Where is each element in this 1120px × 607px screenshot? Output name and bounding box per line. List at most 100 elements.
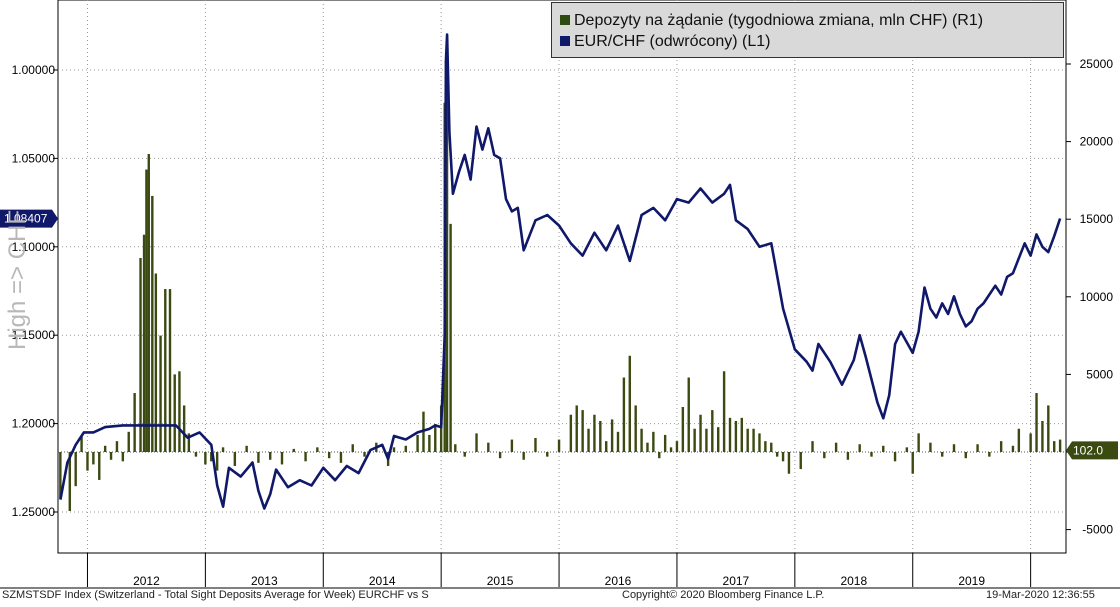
watermark-text: High => CHF xyxy=(4,209,31,350)
deposit-bar xyxy=(787,452,791,474)
right-value-badge xyxy=(1066,441,1118,460)
x-axis-label: 2013 xyxy=(251,574,278,588)
deposit-bar xyxy=(80,436,83,452)
deposit-bar xyxy=(952,444,956,452)
deposit-bar xyxy=(705,428,708,452)
legend-item-eurchf: EUR/CHF (odwrócony) (L1) xyxy=(560,32,770,52)
deposit-bar xyxy=(280,452,284,465)
right-axis-tick-label: 10000 xyxy=(1080,290,1114,304)
deposit-bar xyxy=(98,452,101,480)
deposit-bar xyxy=(1017,428,1021,452)
deposit-bar xyxy=(893,452,897,462)
deposit-bar xyxy=(811,441,814,452)
deposit-bar xyxy=(905,447,909,452)
deposit-bar xyxy=(86,452,89,471)
deposit-bar xyxy=(646,442,649,452)
left-axis-tick-label: 1.20000 xyxy=(12,417,56,431)
x-axis-label: 2018 xyxy=(840,574,867,588)
left-axis-tick-label: 1.00000 xyxy=(12,63,56,77)
deposit-bar xyxy=(428,434,431,452)
deposit-bar xyxy=(728,417,732,452)
deposit-bar xyxy=(221,447,225,452)
left-axis-tick-label: 1.15000 xyxy=(12,328,56,342)
deposit-bar xyxy=(178,371,181,452)
deposit-bar xyxy=(439,405,443,452)
deposit-bar xyxy=(575,405,578,452)
footer-timestamp: 19-Mar-2020 12:36:55 xyxy=(986,589,1095,601)
deposit-bar xyxy=(610,419,614,452)
deposit-bar xyxy=(1029,433,1032,452)
deposit-bar xyxy=(964,452,967,459)
deposit-bar xyxy=(68,452,71,511)
deposit-bar xyxy=(434,424,437,452)
right-axis-tick-label: 15000 xyxy=(1080,212,1114,226)
right-value-badge-text: 102.0 xyxy=(1073,443,1103,457)
deposit-bar xyxy=(498,452,502,459)
deposit-bar xyxy=(510,439,514,452)
deposit-bar xyxy=(159,335,162,452)
legend-swatch-deposits xyxy=(560,15,570,25)
deposit-bar xyxy=(675,441,679,452)
deposit-bar xyxy=(616,431,620,452)
deposit-bar xyxy=(339,452,343,463)
deposit-bar xyxy=(834,442,838,452)
deposit-bar xyxy=(534,438,537,452)
deposit-bar xyxy=(587,428,590,452)
deposit-bar xyxy=(151,195,154,453)
deposit-bar xyxy=(487,442,490,452)
deposit-bar xyxy=(911,452,914,474)
left-axis-tick-label: 1.05000 xyxy=(12,151,56,165)
deposit-bar xyxy=(581,410,584,452)
deposit-bar xyxy=(154,273,158,452)
deposit-bar xyxy=(404,445,407,452)
legend-label-deposits: Depozyty na żądanie (tygodniowa zmiana, … xyxy=(574,12,984,29)
deposit-bar xyxy=(746,428,749,452)
deposit-bar xyxy=(775,452,779,457)
deposit-bar xyxy=(764,441,767,452)
deposit-bar xyxy=(557,439,561,452)
deposit-bar xyxy=(1053,441,1056,452)
deposit-bar xyxy=(652,431,655,452)
deposit-bar xyxy=(316,447,319,452)
deposit-bar xyxy=(363,452,366,457)
deposit-bar xyxy=(781,452,785,462)
deposit-bar xyxy=(121,452,125,462)
deposit-bar xyxy=(92,452,95,465)
deposit-bar xyxy=(475,433,478,452)
deposit-bar xyxy=(1041,420,1044,452)
deposit-bar xyxy=(233,452,237,466)
deposit-bar xyxy=(210,452,213,462)
deposit-bar xyxy=(941,452,944,457)
left-axis-tick-label: 1.25000 xyxy=(12,505,56,519)
deposit-bar xyxy=(454,444,457,452)
deposit-bar xyxy=(770,442,773,452)
deposit-bar xyxy=(351,444,354,452)
deposit-bar xyxy=(173,374,176,452)
deposit-bar xyxy=(823,452,826,459)
deposit-bar xyxy=(758,433,761,452)
deposit-bar xyxy=(634,405,637,452)
eurchf-line xyxy=(59,33,1062,510)
right-axis-tick-label: 25000 xyxy=(1080,57,1114,71)
footer-source: SZMSTSDF Index (Switzerland - Total Sigh… xyxy=(2,589,429,601)
deposit-bar xyxy=(145,169,148,452)
deposit-bar xyxy=(463,452,466,457)
deposit-bar xyxy=(187,433,191,452)
deposit-bar xyxy=(640,428,643,452)
deposit-bar xyxy=(182,405,186,452)
deposit-bar xyxy=(658,452,661,459)
deposit-bar xyxy=(693,428,696,452)
deposit-bar xyxy=(164,289,167,452)
left-value-badge-text: 1.08407 xyxy=(4,212,48,226)
legend: Depozyty na żądanie (tygodniowa zmiana, … xyxy=(551,2,1064,58)
deposit-bar xyxy=(752,428,755,452)
deposit-bar xyxy=(59,452,62,499)
deposit-bar xyxy=(168,289,172,452)
deposit-bar xyxy=(327,452,331,459)
deposit-bar xyxy=(988,452,991,457)
deposit-bar xyxy=(734,420,738,452)
deposit-bar xyxy=(569,414,573,452)
deposit-bar xyxy=(681,406,685,452)
deposit-bar xyxy=(139,258,142,452)
